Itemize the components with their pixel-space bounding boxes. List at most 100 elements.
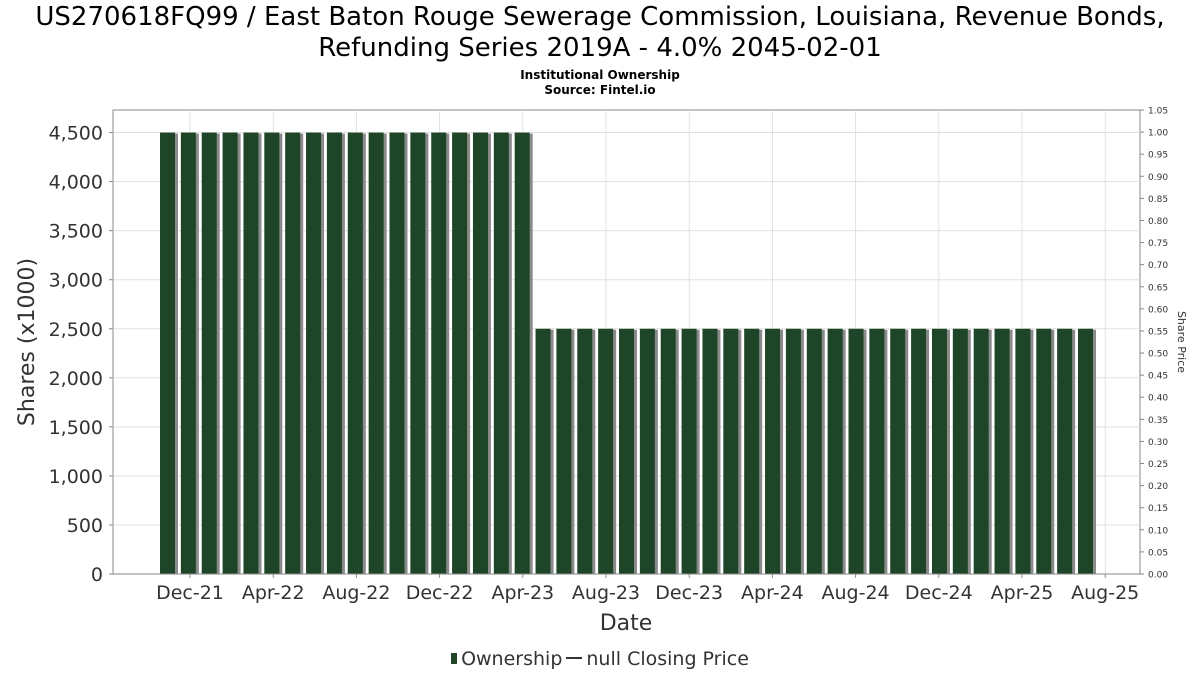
- ownership-bar: [952, 328, 968, 574]
- ownership-bar: [285, 132, 301, 574]
- y2-tick-label: 1.05: [1148, 107, 1168, 117]
- y2-tick-label: 0.25: [1148, 460, 1168, 470]
- ownership-bar: [452, 132, 468, 574]
- ownership-bar: [222, 132, 238, 574]
- ownership-bar: [848, 328, 864, 574]
- y2-axis-title: Share Price: [1175, 311, 1188, 373]
- x-tick-label: Dec-22: [406, 582, 474, 604]
- ownership-bar: [681, 328, 697, 574]
- ownership-bar: [765, 328, 781, 574]
- y2-tick-label: 0.40: [1148, 394, 1168, 404]
- ownership-legend-label: Ownership: [461, 648, 563, 670]
- ownership-bar: [619, 328, 634, 574]
- closing-price-legend-line: [566, 657, 583, 659]
- chart-subtitle: Institutional Ownership Source: Fintel.i…: [0, 68, 1200, 98]
- ownership-bar: [598, 328, 614, 574]
- y-tick-label: 3,500: [49, 221, 103, 243]
- y2-tick-label: 0.90: [1148, 173, 1168, 183]
- x-tick-label: Aug-24: [822, 582, 890, 604]
- ownership-bar: [744, 328, 760, 574]
- ownership-bar: [639, 328, 655, 574]
- y2-tick-label: 1.00: [1148, 129, 1168, 139]
- ownership-bar: [493, 132, 509, 574]
- y2-tick-label: 0.75: [1148, 239, 1168, 249]
- ownership-bar: [160, 132, 175, 574]
- ownership-bar: [264, 132, 280, 574]
- ownership-bar: [201, 132, 217, 574]
- x-tick-label: Apr-23: [491, 582, 554, 604]
- x-tick-label: Aug-23: [572, 582, 640, 604]
- y-tick-label: 3,000: [49, 270, 103, 292]
- y-tick-label: 500: [67, 515, 103, 537]
- ownership-bar: [702, 328, 718, 574]
- ownership-bar: [577, 328, 593, 574]
- ownership-bar: [556, 328, 572, 574]
- ownership-bar: [243, 132, 259, 574]
- ownership-bar: [389, 132, 405, 574]
- y2-tick-label: 0.00: [1148, 571, 1168, 581]
- ownership-bar: [347, 132, 363, 574]
- y2-tick-label: 0.35: [1148, 416, 1168, 426]
- y2-tick-label: 0.55: [1148, 327, 1168, 337]
- ownership-bar: [785, 328, 801, 574]
- ownership-bar: [660, 328, 676, 574]
- y-tick-label: 2,000: [49, 368, 103, 390]
- ownership-bar: [1036, 328, 1052, 574]
- y2-tick-label: 0.20: [1148, 482, 1168, 492]
- y-tick-label: 4,000: [49, 172, 103, 194]
- ownership-bar: [514, 132, 530, 574]
- ownership-bar: [180, 132, 196, 574]
- chart-title: US270618FQ99 / East Baton Rouge Sewerage…: [35, 2, 1165, 63]
- ownership-bar: [1057, 328, 1073, 574]
- ownership-bar: [890, 328, 906, 574]
- ownership-bar: [326, 132, 342, 574]
- y2-tick-label: 0.70: [1148, 261, 1168, 271]
- x-tick-label: Dec-23: [655, 582, 723, 604]
- y2-tick-label: 0.80: [1148, 217, 1168, 227]
- y2-tick-label: 0.65: [1148, 283, 1168, 293]
- x-tick-label: Apr-24: [741, 582, 804, 604]
- ownership-legend-swatch: [451, 653, 458, 664]
- y2-tick-label: 0.95: [1148, 151, 1168, 161]
- x-tick-label: Aug-25: [1071, 582, 1139, 604]
- y2-tick-label: 0.60: [1148, 305, 1168, 315]
- ownership-bar: [306, 132, 322, 574]
- ownership-bar: [472, 132, 488, 574]
- x-tick-label: Aug-22: [322, 582, 390, 604]
- ownership-bar: [1015, 328, 1031, 574]
- ownership-bar: [931, 328, 947, 574]
- subtitle-line-2: Source: Fintel.io: [544, 83, 656, 97]
- y2-tick-label: 0.05: [1148, 548, 1168, 558]
- y-tick-label: 1,500: [49, 417, 103, 439]
- ownership-bar: [368, 132, 384, 574]
- y-tick-label: 1,000: [49, 466, 103, 488]
- y-tick-label: 0: [91, 564, 103, 586]
- y2-tick-label: 0.10: [1148, 526, 1168, 536]
- x-axis-title: Date: [600, 611, 653, 636]
- y2-tick-label: 0.15: [1148, 504, 1168, 514]
- ownership-bar: [1078, 328, 1093, 574]
- x-tick-label: Apr-22: [242, 582, 305, 604]
- ownership-bar: [806, 328, 822, 574]
- y2-tick-label: 0.30: [1148, 438, 1168, 448]
- x-tick-label: Dec-21: [156, 582, 224, 604]
- x-tick-label: Dec-24: [905, 582, 973, 604]
- y-tick-label: 4,500: [49, 123, 103, 145]
- ownership-bar: [911, 328, 927, 574]
- y2-tick-label: 0.45: [1148, 372, 1168, 382]
- y-axis-title: Shares (x1000): [15, 258, 40, 426]
- x-tick-label: Apr-25: [991, 582, 1054, 604]
- ownership-bar: [869, 328, 885, 574]
- y-tick-label: 2,500: [49, 319, 103, 341]
- ownership-bar: [535, 328, 551, 574]
- ownership-bar: [431, 132, 447, 574]
- ownership-bar: [723, 328, 739, 574]
- ownership-bar: [827, 328, 843, 574]
- ownership-bar: [410, 132, 426, 574]
- y2-tick-label: 0.50: [1148, 350, 1168, 360]
- y2-tick-label: 0.85: [1148, 195, 1168, 205]
- closing-price-legend-label: null Closing Price: [586, 648, 749, 670]
- subtitle-line-1: Institutional Ownership: [520, 68, 680, 82]
- chart-legend: Ownership null Closing Price: [0, 648, 1200, 670]
